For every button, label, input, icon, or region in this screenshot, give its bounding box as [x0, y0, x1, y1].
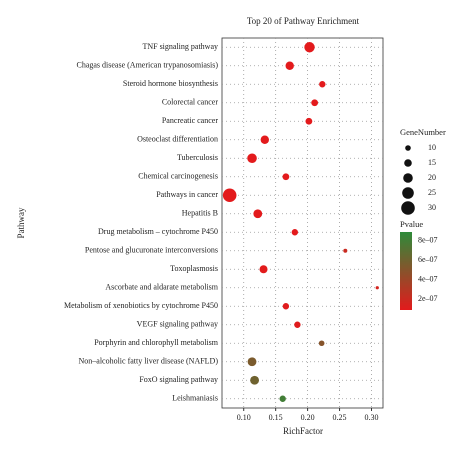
bubble — [282, 173, 290, 181]
bubble — [343, 248, 348, 253]
colorbar — [400, 232, 412, 310]
y-tick-label: Chagas disease (American trypanosomiasis… — [76, 61, 218, 70]
y-tick-label: Leishmaniasis — [172, 394, 218, 403]
bubble — [222, 188, 237, 203]
bubble — [291, 229, 299, 236]
y-tick-label: TNF signaling pathway — [142, 42, 218, 51]
bubble — [260, 135, 270, 144]
y-tick-label: Toxoplasmosis — [170, 264, 218, 273]
y-tick-label: Pathways in cancer — [156, 190, 218, 199]
y-tick-label: Tuberculosis — [177, 153, 218, 162]
colorbar-tick-label: 8e–07 — [418, 236, 438, 245]
x-tick-label: 0.30 — [365, 413, 379, 422]
bubble — [247, 153, 257, 164]
y-tick-label: FoxO signaling pathway — [139, 375, 218, 384]
size-legend-marker — [405, 145, 411, 151]
bubble — [305, 117, 313, 125]
bubble — [311, 99, 319, 107]
bubble — [282, 303, 290, 310]
x-tick-label: 0.25 — [333, 413, 347, 422]
x-tick-label: 0.10 — [237, 413, 251, 422]
x-axis-title: RichFactor — [283, 426, 323, 436]
y-tick-label: Steroid hormone biosynthesis — [123, 79, 218, 88]
size-legend-label: 25 — [428, 188, 436, 197]
y-tick-label: Non–alcoholic fatty liver disease (NAFLD… — [78, 357, 218, 366]
colorbar-tick-label: 6e–07 — [418, 255, 438, 264]
colorbar-tick-label: 2e–07 — [418, 294, 438, 303]
y-tick-label: Drug metabolism – cytochrome P450 — [98, 227, 218, 236]
bubble — [253, 209, 263, 219]
y-axis-title: Pathway — [16, 207, 26, 238]
bubble — [375, 286, 379, 290]
size-legend-marker — [404, 159, 412, 167]
size-legend-label: 15 — [428, 158, 436, 167]
chart-title: Top 20 of Pathway Enrichment — [247, 16, 360, 26]
size-legend-label: 30 — [428, 203, 436, 212]
size-legend-marker — [403, 173, 413, 183]
y-tick-label: Osteoclast differentiation — [137, 135, 218, 144]
y-tick-label: Pancreatic cancer — [162, 116, 219, 125]
size-legend-label: 10 — [428, 143, 436, 152]
bubble — [304, 42, 315, 53]
y-tick-label: Metabolism of xenobiotics by cytochrome … — [64, 301, 218, 310]
bubble — [294, 321, 301, 328]
x-tick-label: 0.15 — [269, 413, 283, 422]
y-tick-label: Ascorbate and aldarate metabolism — [105, 283, 218, 292]
bubble — [285, 61, 294, 70]
size-legend-marker — [402, 187, 414, 199]
size-legend-label: 20 — [428, 173, 436, 182]
bubble — [259, 265, 268, 274]
colorbar-tick-label: 4e–07 — [418, 274, 438, 283]
size-legend-title: GeneNumber — [400, 127, 446, 137]
y-tick-label: VEGF signaling pathway — [137, 320, 218, 329]
size-legend-marker — [401, 201, 415, 215]
y-tick-label: Colorectal cancer — [162, 98, 219, 107]
y-tick-label: Porphyrin and chlorophyll metabolism — [94, 338, 219, 347]
y-tick-label: Pentose and glucuronate interconversions — [85, 246, 218, 255]
bubble — [250, 375, 259, 385]
x-tick-label: 0.20 — [301, 413, 315, 422]
plot-panel — [221, 37, 384, 409]
bubble — [318, 340, 325, 347]
y-tick-label: Hepatitis B — [182, 209, 218, 218]
bubble — [279, 395, 286, 402]
color-legend-title: Pvalue — [400, 219, 423, 229]
bubble — [247, 357, 257, 367]
bubble — [319, 81, 326, 88]
y-tick-label: Chemical carcinogenesis — [138, 172, 218, 181]
